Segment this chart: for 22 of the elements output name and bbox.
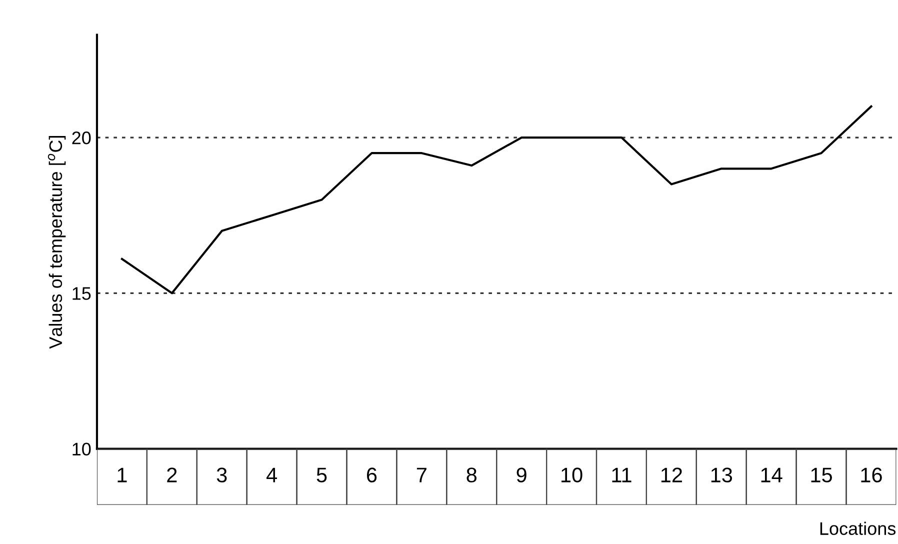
x-tick-label: 1 <box>118 468 127 482</box>
x-tick-label: 9 <box>516 468 526 482</box>
x-tick-label: 14 <box>761 468 782 482</box>
x-tick-label: 12 <box>661 468 682 482</box>
x-tick-label: 8 <box>466 468 477 482</box>
x-tick-label: 3 <box>216 468 227 482</box>
x-tick-label: 4 <box>266 468 277 482</box>
x-tick-label: 11 <box>612 468 632 482</box>
x-tick-label: 6 <box>366 468 377 482</box>
x-axis-title: Locations <box>820 522 896 535</box>
y-tick-label: 10 <box>72 442 91 456</box>
x-tick-label: 15 <box>811 468 832 482</box>
x-tick-label: 13 <box>711 468 732 482</box>
x-tick-label: 5 <box>316 468 327 482</box>
x-tick-label: 16 <box>861 468 882 482</box>
y-tick-label: 15 <box>72 287 91 300</box>
x-tick-label: 10 <box>562 468 582 482</box>
y-axis-title: Values of temperature [$^{o}$C] <box>48 136 66 349</box>
line-series <box>120 105 872 294</box>
x-tick-label: 7 <box>416 468 426 482</box>
x-tick-label: 2 <box>167 468 177 482</box>
y-tick-label: 20 <box>72 131 91 144</box>
